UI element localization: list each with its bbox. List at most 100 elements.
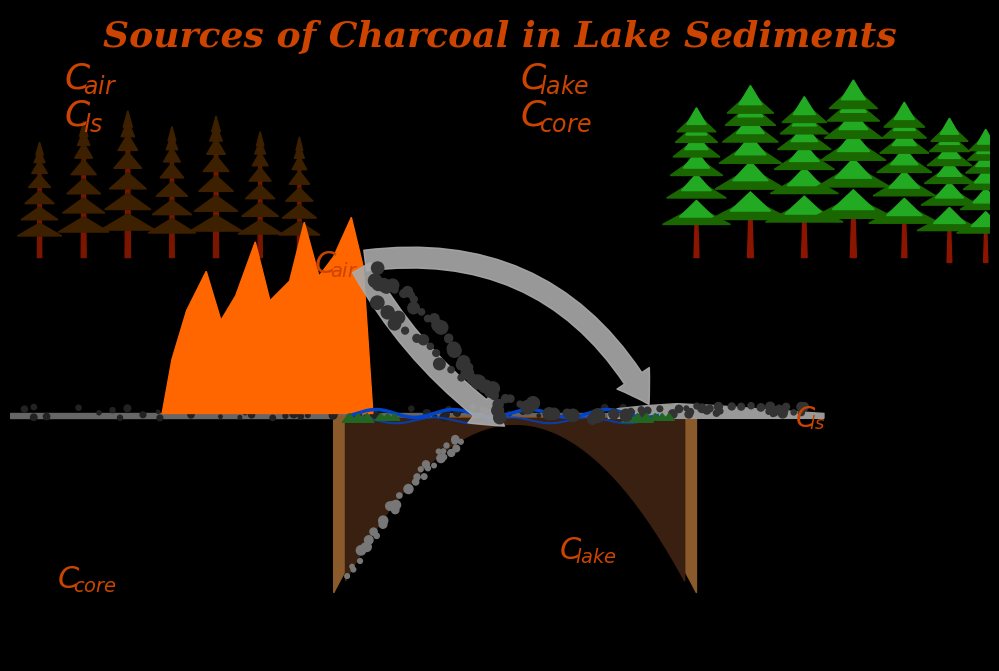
Polygon shape (929, 134, 970, 152)
Circle shape (243, 411, 247, 415)
Circle shape (688, 409, 693, 414)
Text: $\mathit{C}$: $\mathit{C}$ (64, 99, 91, 133)
Circle shape (717, 409, 723, 414)
Polygon shape (829, 87, 877, 109)
Circle shape (379, 521, 387, 528)
Circle shape (424, 410, 430, 415)
Polygon shape (960, 193, 999, 209)
Polygon shape (207, 138, 226, 154)
Polygon shape (71, 160, 96, 174)
Polygon shape (249, 167, 272, 181)
Polygon shape (765, 202, 843, 222)
Circle shape (364, 415, 368, 419)
Circle shape (485, 385, 497, 397)
Circle shape (354, 414, 360, 420)
Circle shape (433, 350, 440, 356)
Circle shape (211, 405, 215, 409)
Polygon shape (352, 413, 366, 422)
Circle shape (238, 415, 242, 419)
Circle shape (766, 403, 773, 410)
Circle shape (638, 407, 644, 413)
Circle shape (458, 356, 470, 368)
Circle shape (766, 409, 771, 414)
Circle shape (381, 281, 393, 293)
Circle shape (298, 414, 304, 419)
Polygon shape (28, 174, 51, 187)
Polygon shape (162, 217, 373, 413)
Circle shape (457, 359, 468, 370)
Circle shape (526, 397, 539, 410)
Text: $\mathit{ls}$: $\mathit{ls}$ (83, 113, 104, 137)
Polygon shape (880, 134, 929, 153)
Circle shape (444, 443, 449, 448)
Polygon shape (238, 220, 283, 234)
Circle shape (448, 366, 455, 373)
Circle shape (188, 407, 194, 414)
Circle shape (31, 405, 37, 410)
Circle shape (757, 404, 764, 411)
FancyArrowPatch shape (353, 262, 504, 426)
Circle shape (435, 321, 448, 334)
Text: $\mathit{C}$: $\mathit{C}$ (64, 62, 91, 95)
Circle shape (445, 334, 453, 342)
Circle shape (356, 406, 362, 412)
Circle shape (369, 274, 382, 287)
Polygon shape (681, 174, 711, 191)
Polygon shape (212, 116, 221, 132)
Text: $\mathit{C}$: $\mathit{C}$ (520, 99, 547, 133)
Polygon shape (715, 168, 786, 189)
Circle shape (124, 405, 131, 411)
Circle shape (684, 406, 688, 411)
Circle shape (433, 319, 444, 331)
Circle shape (714, 403, 722, 411)
Polygon shape (656, 413, 667, 420)
Polygon shape (873, 176, 936, 196)
FancyArrowPatch shape (364, 247, 649, 405)
Circle shape (563, 409, 571, 417)
Polygon shape (295, 145, 305, 158)
Circle shape (475, 382, 482, 389)
Circle shape (374, 409, 377, 413)
Circle shape (440, 413, 448, 421)
Polygon shape (109, 172, 146, 189)
Circle shape (433, 321, 439, 328)
Circle shape (316, 405, 321, 410)
Circle shape (442, 454, 447, 460)
Circle shape (590, 409, 604, 423)
Polygon shape (621, 413, 636, 422)
Circle shape (620, 409, 632, 421)
Circle shape (657, 406, 662, 412)
Circle shape (249, 412, 255, 418)
Circle shape (685, 411, 692, 418)
Circle shape (484, 413, 491, 421)
Circle shape (776, 405, 782, 411)
Circle shape (372, 262, 384, 274)
Polygon shape (21, 207, 58, 220)
Polygon shape (298, 145, 302, 258)
Polygon shape (246, 185, 275, 199)
Polygon shape (782, 103, 826, 123)
Polygon shape (156, 182, 188, 197)
Circle shape (494, 399, 503, 409)
Polygon shape (839, 110, 868, 130)
Circle shape (465, 363, 473, 372)
Circle shape (455, 410, 461, 416)
Polygon shape (738, 98, 763, 117)
Circle shape (382, 306, 395, 319)
Circle shape (363, 542, 372, 552)
Polygon shape (973, 188, 998, 203)
Polygon shape (824, 116, 882, 138)
Circle shape (791, 410, 796, 415)
Polygon shape (811, 197, 895, 218)
Polygon shape (199, 176, 234, 191)
Circle shape (426, 466, 431, 471)
Polygon shape (649, 413, 660, 420)
Circle shape (770, 411, 775, 417)
Polygon shape (977, 130, 994, 144)
Circle shape (621, 411, 625, 416)
Circle shape (219, 415, 222, 419)
Polygon shape (725, 104, 775, 125)
Polygon shape (971, 211, 999, 226)
Circle shape (408, 302, 420, 314)
Polygon shape (296, 137, 303, 150)
